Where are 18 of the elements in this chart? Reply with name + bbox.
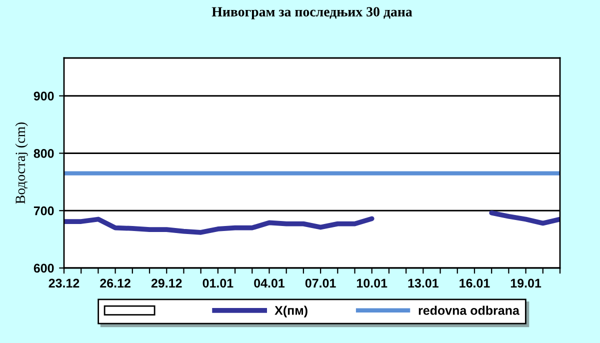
- y-tick-label: 600: [34, 264, 54, 273]
- x-tick-label: 01.01: [202, 278, 234, 288]
- y-tick-label: 700: [34, 206, 54, 216]
- x-tick-label: 29.12: [151, 278, 182, 288]
- y-tick-label: 900: [34, 92, 54, 101]
- x-tick-label: 23.12: [48, 278, 80, 288]
- x-tick-label: 16.01: [460, 278, 490, 288]
- legend-label: X(пм): [274, 306, 308, 318]
- legend-label: redovna odbrana: [418, 306, 520, 315]
- y-axis-title: Водостај (cm): [15, 122, 28, 204]
- x-tick-label: 10.01: [357, 278, 388, 288]
- x-tick-label: 19.01: [510, 278, 542, 288]
- x-tick-label: 04.01: [254, 278, 285, 288]
- y-tick-label: 800: [34, 149, 54, 158]
- chart-title: Нивограм за последњих 30 дана: [212, 7, 412, 20]
- x-tick-label: 26.12: [100, 278, 130, 288]
- x-tick-label: 07.01: [305, 278, 336, 288]
- x-tick-label: 13.01: [408, 278, 438, 288]
